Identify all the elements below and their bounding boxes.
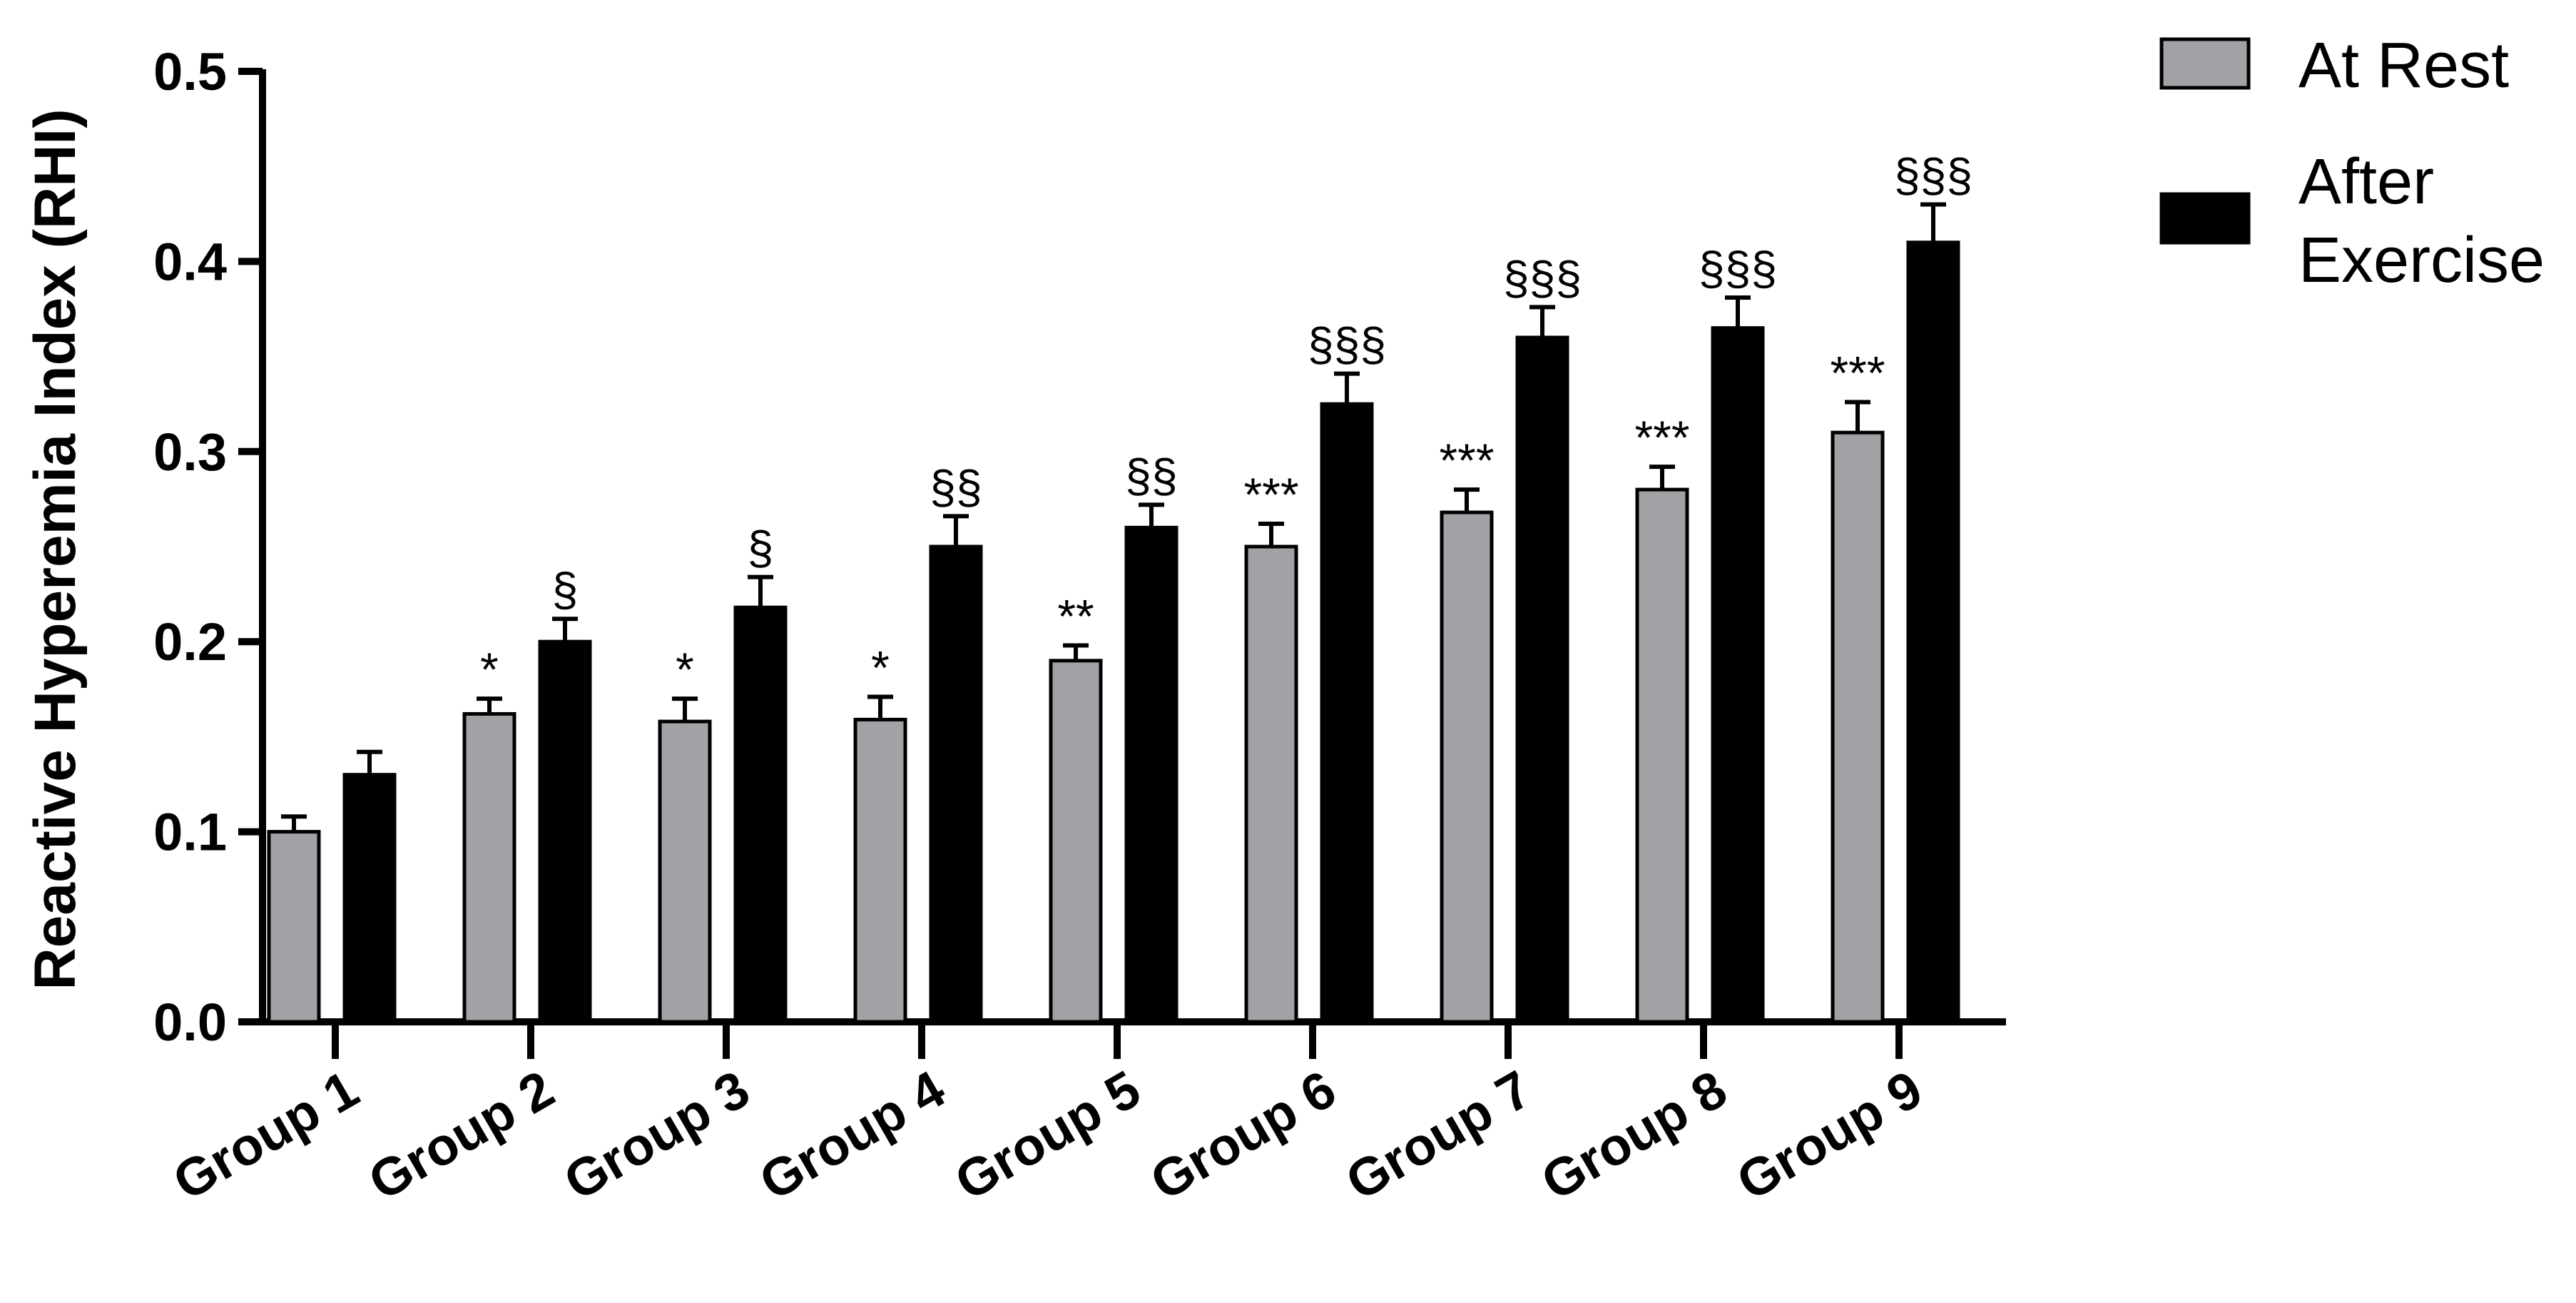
legend: At Rest After Exercise: [2159, 30, 2545, 296]
x-tick-label: Group 6: [1141, 1059, 1345, 1212]
x-tick-label: Group 7: [1336, 1059, 1541, 1212]
bar-after-exercise: [1515, 335, 1569, 1024]
y-axis-title-group: Reactive Hyperemia Index (RHI): [23, 108, 88, 990]
bar-after-exercise: [1124, 525, 1178, 1024]
y-tick-label: 0.1: [153, 803, 227, 862]
bar-after-exercise: [1906, 240, 1960, 1024]
significance-label: *: [676, 643, 694, 696]
y-axis-title: Reactive Hyperemia Index (RHI): [23, 108, 88, 990]
significance-label: ***: [1439, 434, 1494, 487]
significance-label: *: [871, 641, 890, 694]
significance-label: §§§: [1894, 148, 1972, 201]
significance-label: §§§: [1503, 251, 1582, 304]
y-tick-label: 0.3: [153, 422, 227, 482]
y-tick-label: 0.0: [153, 993, 227, 1052]
bar-at-rest: [1635, 487, 1689, 1024]
bar-after-exercise: [1711, 326, 1765, 1024]
bar-after-exercise: [538, 639, 592, 1024]
legend-swatch-after-exercise: [2159, 192, 2251, 245]
significance-label: §§§: [1308, 318, 1386, 371]
y-tick-label: 0.2: [153, 612, 227, 671]
bar-after-exercise: [929, 544, 983, 1024]
x-tick-label: Group 9: [1727, 1059, 1932, 1212]
x-tick-label: Group 4: [750, 1059, 954, 1212]
legend-label-after-exercise: After Exercise: [2298, 146, 2545, 296]
significance-label: ***: [1634, 411, 1689, 464]
x-tick-label: Group 3: [554, 1059, 759, 1212]
significance-label: §§: [1125, 449, 1177, 502]
x-tick-label: Group 1: [163, 1059, 368, 1212]
bar-at-rest: [1244, 544, 1298, 1024]
bar-after-exercise: [1320, 402, 1374, 1024]
legend-swatch-at-rest: [2159, 37, 2251, 90]
significance-label: §: [748, 522, 774, 574]
bar-at-rest: [1831, 430, 1885, 1024]
significance-label: §§: [930, 460, 982, 513]
bar-after-exercise: [342, 773, 397, 1024]
x-tick-label: Group 2: [359, 1059, 564, 1212]
bars: [267, 202, 1960, 1024]
bar-at-rest: [462, 711, 516, 1024]
bar-at-rest: [1440, 510, 1494, 1024]
y-tick-label: 0.4: [153, 232, 227, 291]
significance-label: §: [552, 563, 579, 616]
significance-label: *: [480, 643, 499, 696]
bar-after-exercise: [733, 605, 788, 1024]
bar-at-rest: [267, 830, 321, 1024]
y-tick-label: 0.5: [153, 42, 227, 101]
significance-label: ***: [1830, 347, 1885, 400]
legend-label-at-rest: At Rest: [2298, 30, 2509, 101]
bar-at-rest: [1049, 659, 1103, 1024]
bar-at-rest: [853, 717, 907, 1024]
significance-label: §§§: [1699, 242, 1777, 295]
x-tick-label: Group 8: [1532, 1059, 1736, 1212]
x-tick-label: Group 5: [945, 1059, 1150, 1212]
significance-label: ***: [1243, 468, 1298, 521]
significance-label: **: [1057, 590, 1094, 643]
bar-at-rest: [658, 719, 712, 1024]
